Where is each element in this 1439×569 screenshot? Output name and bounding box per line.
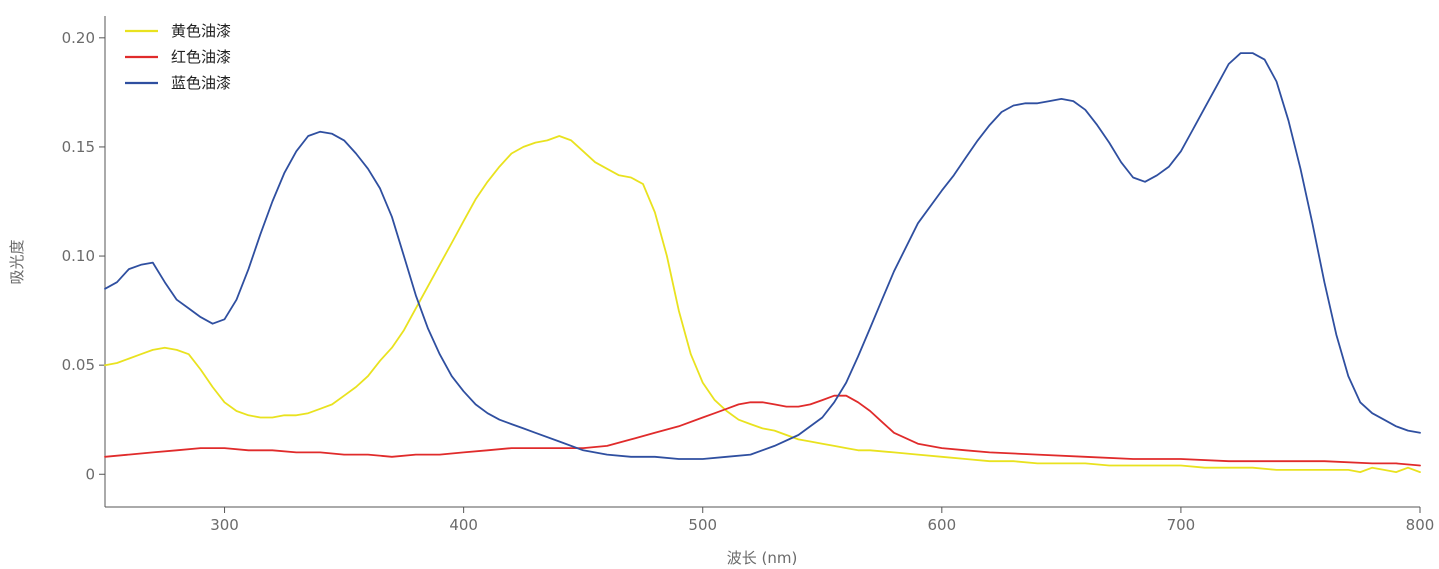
legend-label-1: 黄色油漆 — [171, 22, 231, 40]
y-tick-label: 0.20 — [62, 29, 95, 47]
y-ticks: 0 0.05 0.10 0.15 0.20 — [62, 29, 105, 483]
x-tick-label: 700 — [1167, 516, 1196, 534]
x-ticks: 300 400 500 600 700 800 — [210, 507, 1434, 534]
y-tick-label: 0.05 — [62, 356, 95, 374]
x-tick-label: 500 — [688, 516, 717, 534]
x-tick-label: 800 — [1406, 516, 1435, 534]
series-line-2 — [104, 394, 1421, 467]
y-axis-title: 吸光度 — [8, 239, 26, 284]
x-tick-label: 600 — [927, 516, 956, 534]
y-tick-label: 0.10 — [62, 247, 95, 265]
axes — [104, 16, 1420, 508]
y-tick-label: 0.15 — [62, 138, 95, 156]
x-tick-label: 400 — [449, 516, 478, 534]
series-line-3 — [104, 52, 1421, 460]
series-line-1 — [104, 135, 1421, 474]
series-lines — [104, 52, 1421, 474]
x-tick-label: 300 — [210, 516, 239, 534]
legend-label-3: 蓝色油漆 — [171, 74, 231, 92]
x-axis-title: 波长 (nm) — [727, 549, 798, 567]
legend-label-2: 红色油漆 — [171, 48, 231, 66]
y-tick-label: 0 — [85, 465, 95, 483]
